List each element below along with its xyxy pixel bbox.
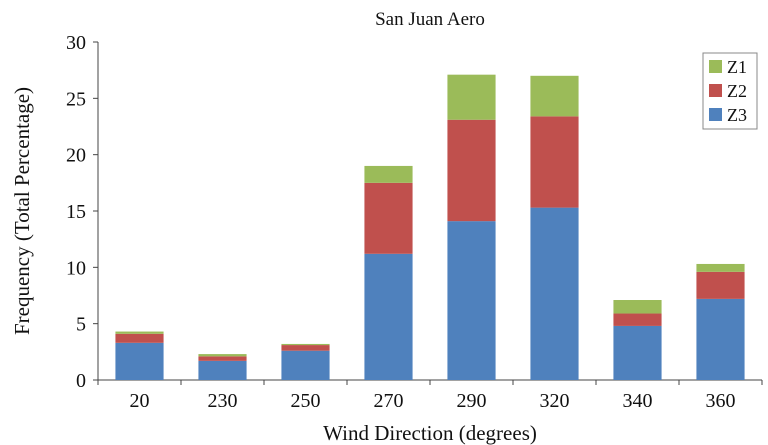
bar-z2-250 [281, 345, 330, 351]
bar-z2-290 [447, 119, 496, 222]
y-tick-label: 15 [66, 201, 86, 223]
bar-z2-20 [115, 333, 164, 343]
x-tick-label: 340 [623, 390, 653, 412]
bar-z1-340 [613, 300, 662, 314]
legend-label-z1: Z1 [727, 57, 747, 77]
bar-z3-270 [364, 253, 413, 380]
bar-z2-360 [696, 271, 745, 299]
bar-z1-230 [198, 354, 247, 357]
bar-z2-340 [613, 313, 662, 326]
x-tick-label: 360 [706, 390, 736, 412]
bar-z1-250 [281, 343, 330, 346]
y-tick-label: 20 [66, 145, 86, 167]
plot-area: 0 5 10 15 20 25 30 20 230 250 270 290 320 340 360 [66, 32, 763, 412]
x-tick-label: 270 [374, 390, 404, 412]
legend-swatch-z3 [709, 108, 722, 121]
y-tick-label: 30 [66, 32, 86, 54]
legend: Z1 Z2 Z3 [702, 52, 758, 130]
bar-z1-20 [115, 331, 164, 334]
bar-z3-290 [447, 221, 496, 380]
bar-z2-270 [364, 182, 413, 254]
bar-z1-290 [447, 74, 496, 120]
x-tick-label: 20 [130, 390, 150, 412]
bar-z3-340 [613, 325, 662, 380]
bar-z1-360 [696, 263, 745, 272]
x-tick-label: 230 [208, 390, 238, 412]
y-tick-label: 25 [66, 88, 86, 110]
y-tick-label: 5 [76, 314, 86, 336]
legend-label-z3: Z3 [727, 105, 747, 125]
legend-label-z2: Z2 [727, 81, 747, 101]
chart-title: San Juan Aero [375, 9, 485, 30]
bar-z3-320 [530, 207, 579, 380]
legend-swatch-z1 [709, 60, 722, 73]
x-axis-label: Wind Direction (degrees) [323, 421, 537, 445]
bar-z2-230 [198, 356, 247, 361]
bar-z3-20 [115, 342, 164, 380]
bar-z3-250 [281, 350, 330, 380]
x-tick-label: 290 [457, 390, 487, 412]
bar-z3-230 [198, 360, 247, 380]
bar-z2-320 [530, 116, 579, 208]
x-tick-label: 320 [540, 390, 570, 412]
y-axis-label: Frequency (Total Percentage) [10, 87, 34, 335]
bar-z1-270 [364, 165, 413, 183]
bar-z3-360 [696, 298, 745, 380]
x-tick-label: 250 [291, 390, 321, 412]
y-tick-label: 10 [66, 257, 86, 279]
bar-z1-320 [530, 75, 579, 117]
y-tick-label: 0 [76, 370, 86, 392]
legend-swatch-z2 [709, 84, 722, 97]
